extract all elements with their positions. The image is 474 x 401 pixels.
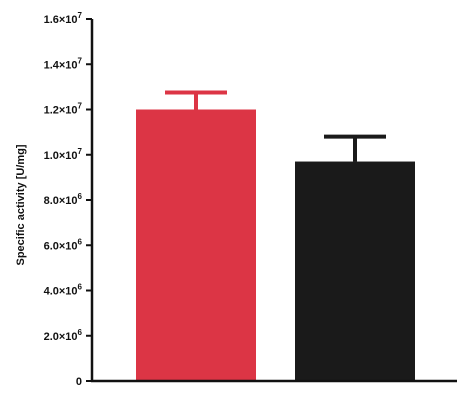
y-tick-label-5: 1.0×107 <box>44 147 83 162</box>
bars <box>136 109 415 381</box>
y-tick-label-4: 8.0×106 <box>44 192 83 207</box>
bar-2 <box>295 161 415 381</box>
y-ticks: 0 2.0×106 4.0×106 6.0×106 8.0×106 1.0×107 1.2×… <box>44 11 92 388</box>
y-tick-label-0: 0 <box>76 376 82 388</box>
bar-1 <box>136 109 256 381</box>
y-tick-label-2: 4.0×106 <box>44 283 83 298</box>
y-tick-label-7: 1.4×107 <box>44 56 83 71</box>
y-tick-label-3: 6.0×106 <box>44 237 83 252</box>
y-axis-title: Specific activity [U/mg] <box>15 144 27 265</box>
y-tick-label-8: 1.6×107 <box>44 11 83 26</box>
error-bars <box>165 90 386 162</box>
y-tick-label-6: 1.2×107 <box>44 102 83 117</box>
y-tick-label-1: 2.0×106 <box>44 328 83 343</box>
